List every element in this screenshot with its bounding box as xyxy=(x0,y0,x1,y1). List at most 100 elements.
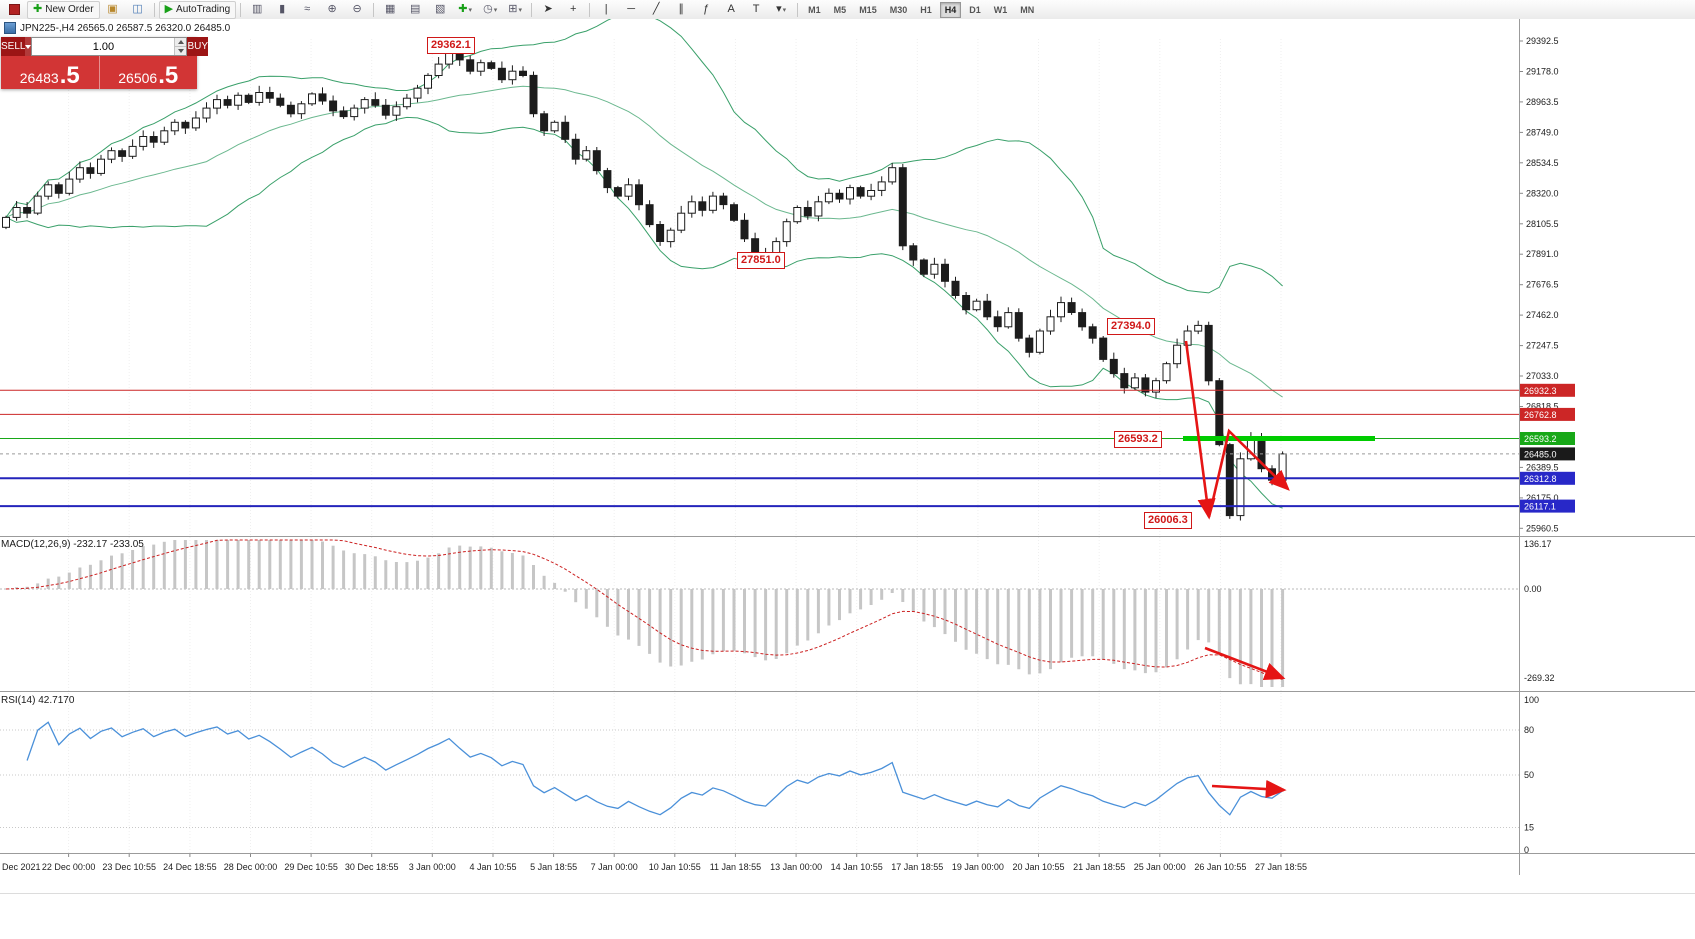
svg-text:10 Jan 10:55: 10 Jan 10:55 xyxy=(649,862,701,872)
timeframe-button-h4[interactable]: H4 xyxy=(939,1,962,18)
sell-button[interactable]: SELL xyxy=(1,37,26,56)
volume-decrease-button[interactable] xyxy=(175,46,187,55)
indicators-icon[interactable]: ✚ ▾ xyxy=(458,3,473,15)
data-window-icon[interactable]: ◫ xyxy=(132,3,143,15)
price-badge: 26932.3 xyxy=(1520,383,1575,397)
svg-text:19 Jan 00:00: 19 Jan 00:00 xyxy=(952,862,1004,872)
chevron-down-icon xyxy=(25,44,32,49)
timeframe-button-m15[interactable]: M15 xyxy=(859,4,877,15)
svg-text:50: 50 xyxy=(1524,770,1534,780)
svg-text:11 Jan 18:55: 11 Jan 18:55 xyxy=(710,862,761,872)
timeframe-button-mn[interactable]: MN xyxy=(1020,4,1035,15)
chevron-up-icon xyxy=(177,40,184,44)
periods-icon[interactable]: ◷ ▾ xyxy=(483,3,498,15)
price-annotation[interactable]: 27394.0 xyxy=(1107,318,1155,335)
svg-text:26485.0: 26485.0 xyxy=(1524,449,1557,459)
svg-text:26175.0: 26175.0 xyxy=(1526,493,1559,503)
arrows-icon[interactable]: ▾ ▾ xyxy=(776,3,787,15)
svg-text:29392.5: 29392.5 xyxy=(1526,36,1559,46)
svg-text:7 Jan 00:00: 7 Jan 00:00 xyxy=(591,862,638,872)
svg-text:20 Jan 10:55: 20 Jan 10:55 xyxy=(1012,862,1064,872)
sell-price[interactable]: 26483 .5 xyxy=(1,56,100,89)
svg-text:5 Jan 18:55: 5 Jan 18:55 xyxy=(530,862,577,872)
chevron-down-icon xyxy=(177,49,184,53)
svg-text:26818.5: 26818.5 xyxy=(1526,402,1559,412)
chart-canvas[interactable]: 136.17 0.00 -269.32 100 80 50 15 0 29392.5 29178.… xyxy=(0,19,1695,939)
equidistant-channel-icon[interactable]: ∥ xyxy=(678,3,684,15)
toolbar-separator xyxy=(153,2,155,17)
cursor-icon[interactable]: ➤ xyxy=(543,3,553,15)
arrange-windows-icon[interactable]: ▧ xyxy=(434,3,446,15)
price-annotation[interactable]: 26006.3 xyxy=(1144,512,1192,529)
svg-text:24 Dec 18:55: 24 Dec 18:55 xyxy=(163,862,217,872)
bollinger-bands xyxy=(5,19,1283,509)
trend-arrows[interactable] xyxy=(1184,340,1290,799)
order-type-dropdown[interactable] xyxy=(25,37,32,56)
macd-signal-line xyxy=(5,539,1283,680)
buy-button[interactable]: BUY xyxy=(187,37,209,56)
horizontal-line-icon[interactable]: ─ xyxy=(627,3,636,15)
line-chart-icon[interactable]: ≈ xyxy=(304,3,311,15)
svg-text:27033.0: 27033.0 xyxy=(1526,371,1559,381)
timeframe-button-m1[interactable]: M1 xyxy=(808,4,821,15)
toolbar-separator xyxy=(589,2,591,17)
volume-box xyxy=(31,37,188,56)
svg-text:17 Jan 18:55: 17 Jan 18:55 xyxy=(891,862,943,872)
svg-text:28534.5: 28534.5 xyxy=(1526,158,1559,168)
svg-text:29178.0: 29178.0 xyxy=(1526,67,1559,77)
svg-text:26 Jan 10:55: 26 Jan 10:55 xyxy=(1194,862,1246,872)
tile-windows-icon[interactable]: ▦ xyxy=(384,3,396,15)
svg-text:25960.5: 25960.5 xyxy=(1526,523,1559,533)
toolbar-separator xyxy=(531,2,533,17)
svg-text:0.00: 0.00 xyxy=(1524,584,1542,594)
svg-text:22 Dec 00:00: 22 Dec 00:00 xyxy=(42,862,96,872)
buy-price[interactable]: 26506 .5 xyxy=(118,61,179,89)
price-annotation[interactable]: 26593.2 xyxy=(1114,431,1162,448)
text-icon[interactable]: A xyxy=(727,3,735,15)
svg-text:26932.3: 26932.3 xyxy=(1524,386,1557,396)
svg-text:28105.5: 28105.5 xyxy=(1526,219,1559,229)
candlestick-chart-icon[interactable]: ▮ xyxy=(279,3,286,15)
horizontal-lines[interactable] xyxy=(0,389,1519,508)
text-label-icon[interactable]: T xyxy=(752,3,760,15)
volume-input[interactable] xyxy=(32,38,175,55)
price-scale[interactable]: 29392.5 29178.0 28963.5 28749.0 28534.5 28320… xyxy=(1519,36,1576,533)
autotrading-button[interactable]: ▶ AutoTrading xyxy=(158,0,237,19)
crosshair-icon[interactable]: + xyxy=(569,3,577,15)
zoom-in-icon[interactable]: ⊕ xyxy=(327,3,337,15)
macd-label: MACD(12,26,9) -232.17 -233.05 xyxy=(1,539,144,550)
volume-increase-button[interactable] xyxy=(175,38,187,46)
svg-text:14 Jan 10:55: 14 Jan 10:55 xyxy=(831,862,883,872)
svg-text:3 Jan 00:00: 3 Jan 00:00 xyxy=(409,862,456,872)
svg-text:Dec 2021: Dec 2021 xyxy=(2,862,41,872)
templates-icon[interactable]: ⊞ ▾ xyxy=(508,3,523,15)
fibonacci-icon[interactable]: ƒ xyxy=(703,3,710,15)
new-order-button[interactable]: ✚ New Order xyxy=(27,0,100,19)
timeframe-button-h1[interactable]: H1 xyxy=(920,4,932,15)
bar-chart-icon[interactable]: ▥ xyxy=(251,3,263,15)
price-badge: 26485.0 xyxy=(1520,447,1575,461)
price-annotation[interactable]: 27851.0 xyxy=(737,252,785,269)
app-icon xyxy=(2,1,26,19)
vertical-line-icon[interactable]: | xyxy=(604,3,608,15)
timeframe-button-m5[interactable]: M5 xyxy=(833,4,847,15)
timeframe-button-w1[interactable]: W1 xyxy=(993,4,1008,15)
time-axis[interactable]: Dec 2021 22 Dec 00:00 23 Dec 10:55 24 Dec 1… xyxy=(2,854,1307,872)
svg-text:27 Jan 18:55: 27 Jan 18:55 xyxy=(1255,862,1307,872)
svg-text:28749.0: 28749.0 xyxy=(1526,127,1559,137)
zoom-out-icon[interactable]: ⊖ xyxy=(352,3,362,15)
svg-text:29 Dec 10:55: 29 Dec 10:55 xyxy=(284,862,338,872)
market-watch-icon[interactable]: ▣ xyxy=(107,3,118,15)
svg-text:100: 100 xyxy=(1524,695,1539,705)
timeframe-button-m30[interactable]: M30 xyxy=(889,4,908,15)
svg-text:21 Jan 18:55: 21 Jan 18:55 xyxy=(1073,862,1125,872)
toolbar-separator xyxy=(240,2,242,17)
trendline-icon[interactable]: ╱ xyxy=(652,3,660,15)
svg-text:23 Dec 10:55: 23 Dec 10:55 xyxy=(102,862,156,872)
svg-text:80: 80 xyxy=(1524,725,1534,735)
timeframe-button-d1[interactable]: D1 xyxy=(969,4,981,15)
price-badge: 26593.2 xyxy=(1520,432,1575,445)
macd-histogram xyxy=(15,540,1285,687)
price-annotation[interactable]: 29362.1 xyxy=(427,37,475,54)
cascade-windows-icon[interactable]: ▤ xyxy=(409,3,421,15)
